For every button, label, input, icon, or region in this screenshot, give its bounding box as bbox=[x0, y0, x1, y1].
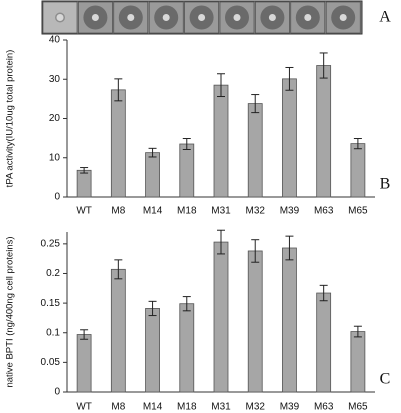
error-bar bbox=[80, 329, 89, 340]
y-axis-label: tPA activity(IU/10ug total protein) bbox=[5, 50, 16, 188]
y-tick-label: 20 bbox=[49, 113, 61, 124]
x-tick-label: M14 bbox=[143, 206, 163, 217]
bar bbox=[350, 331, 366, 393]
y-tick-label: 0.15 bbox=[41, 298, 61, 309]
bar bbox=[316, 65, 332, 198]
error-bar bbox=[217, 73, 225, 98]
bar bbox=[145, 152, 160, 198]
y-tick-label: 0 bbox=[54, 387, 60, 398]
bar bbox=[247, 103, 263, 198]
bar bbox=[282, 247, 297, 393]
bar bbox=[145, 308, 160, 393]
bar bbox=[350, 143, 366, 198]
x-tick-label: M65 bbox=[348, 206, 368, 217]
error-bar bbox=[182, 138, 191, 151]
colony bbox=[56, 14, 64, 21]
error-bar bbox=[251, 94, 260, 114]
bar bbox=[282, 78, 297, 198]
colony bbox=[198, 14, 206, 21]
x-tick-label: M18 bbox=[177, 206, 197, 217]
y-tick-label: 30 bbox=[49, 74, 61, 85]
x-tick-label: M63 bbox=[314, 402, 334, 413]
bar bbox=[179, 303, 195, 393]
error-bar bbox=[114, 78, 123, 102]
error-bar bbox=[285, 235, 294, 261]
error-bar bbox=[217, 229, 225, 255]
error-bar bbox=[114, 259, 123, 280]
y-tick-label: 0.2 bbox=[46, 268, 60, 279]
x-tick-label: M65 bbox=[348, 402, 368, 413]
x-tick-label: WT bbox=[76, 402, 92, 413]
bar bbox=[316, 292, 332, 393]
error-bar bbox=[319, 52, 328, 79]
bar bbox=[110, 268, 126, 393]
bar bbox=[110, 89, 126, 198]
panel-label: A bbox=[379, 9, 391, 26]
colony bbox=[162, 14, 170, 21]
panel-label: C bbox=[380, 371, 391, 388]
y-axis-label: native BPTI (ng/400ng cell proteins) bbox=[5, 236, 16, 387]
error-bar bbox=[148, 147, 157, 158]
error-bar bbox=[285, 66, 294, 91]
x-tick-label: M63 bbox=[314, 206, 334, 217]
colony bbox=[268, 14, 276, 21]
x-tick-label: M32 bbox=[245, 402, 265, 413]
colony bbox=[127, 14, 135, 21]
x-tick-label: M8 bbox=[111, 402, 125, 413]
error-bar bbox=[80, 167, 89, 174]
y-tick-label: 0.1 bbox=[46, 327, 60, 338]
colony bbox=[339, 14, 347, 21]
x-tick-label: M31 bbox=[211, 402, 231, 413]
bar bbox=[179, 143, 195, 198]
x-tick-label: WT bbox=[76, 206, 92, 217]
error-bar bbox=[148, 300, 157, 317]
error-bar bbox=[251, 239, 260, 263]
error-bar bbox=[353, 138, 362, 150]
colony bbox=[91, 14, 99, 21]
y-tick-label: 0.05 bbox=[41, 357, 61, 368]
y-tick-label: 40 bbox=[49, 35, 61, 46]
x-tick-label: M14 bbox=[143, 402, 163, 413]
x-tick-label: M39 bbox=[280, 206, 300, 217]
x-tick-label: M8 bbox=[111, 206, 125, 217]
error-bar bbox=[353, 325, 362, 338]
colony bbox=[233, 14, 241, 21]
bar bbox=[76, 334, 92, 393]
bar bbox=[213, 241, 229, 393]
bar bbox=[76, 169, 92, 198]
x-tick-label: M39 bbox=[280, 402, 300, 413]
x-tick-label: M32 bbox=[245, 206, 265, 217]
x-tick-label: M31 bbox=[211, 206, 231, 217]
y-tick-label: 10 bbox=[49, 152, 61, 163]
image-cells bbox=[42, 1, 361, 34]
bar bbox=[213, 84, 229, 198]
error-bar bbox=[319, 284, 328, 302]
x-tick-label: M18 bbox=[177, 402, 197, 413]
colony bbox=[304, 14, 312, 21]
error-bar bbox=[182, 296, 191, 312]
y-tick-label: 0.25 bbox=[41, 238, 61, 249]
panel-label: B bbox=[380, 176, 391, 193]
bar bbox=[247, 250, 263, 393]
y-tick-label: 0 bbox=[54, 192, 60, 203]
